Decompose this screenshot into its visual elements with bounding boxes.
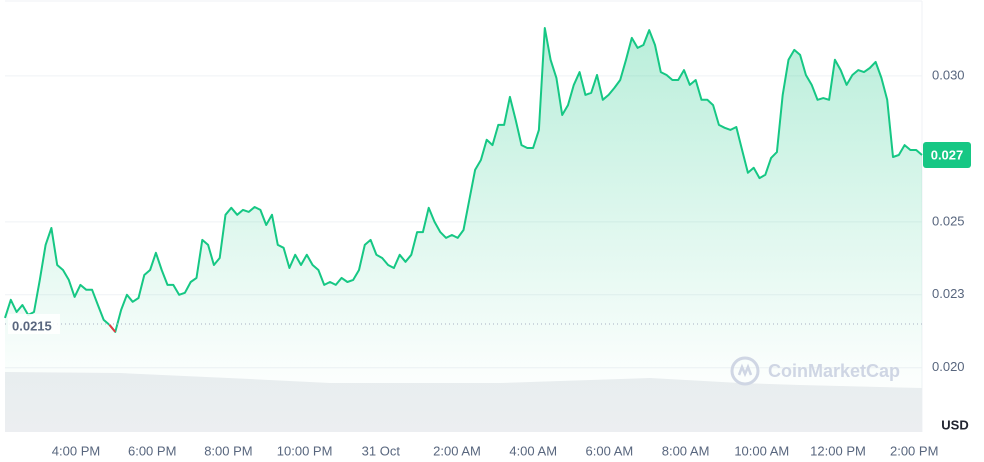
x-tick-label: 4:00 PM [52, 443, 100, 458]
y-tick-label: 0.030 [932, 67, 965, 82]
watermark: CoinMarketCap [768, 361, 900, 381]
price-line-down [108, 324, 117, 333]
y-tick-label: 0.025 [932, 213, 965, 228]
price-line [4, 27, 923, 333]
y-tick-label: 0.023 [932, 286, 965, 301]
current-price-label: 0.027 [931, 147, 964, 162]
watermark-logo [730, 356, 760, 386]
x-tick-label: 6:00 PM [128, 443, 176, 458]
x-tick-label: 10:00 AM [734, 443, 789, 458]
x-tick-label: 4:00 AM [509, 443, 557, 458]
x-tick-label: 31 Oct [362, 443, 401, 458]
x-tick-label: 2:00 AM [433, 443, 481, 458]
y-unit: USD [941, 417, 968, 432]
x-tick-label: 6:00 AM [586, 443, 634, 458]
x-tick-label: 8:00 AM [662, 443, 710, 458]
y-tick-label: 0.020 [932, 359, 965, 374]
plot: 0.0215 0.027 [4, 27, 971, 432]
current-price-badge [923, 141, 971, 168]
x-tick-label: 12:00 PM [810, 443, 866, 458]
baseline-label: 0.0215 [12, 318, 52, 333]
x-tick-label: 8:00 PM [204, 443, 252, 458]
x-tick-label: 2:00 PM [890, 443, 938, 458]
x-tick-label: 10:00 PM [277, 443, 333, 458]
baseline-label-bg [8, 314, 60, 334]
